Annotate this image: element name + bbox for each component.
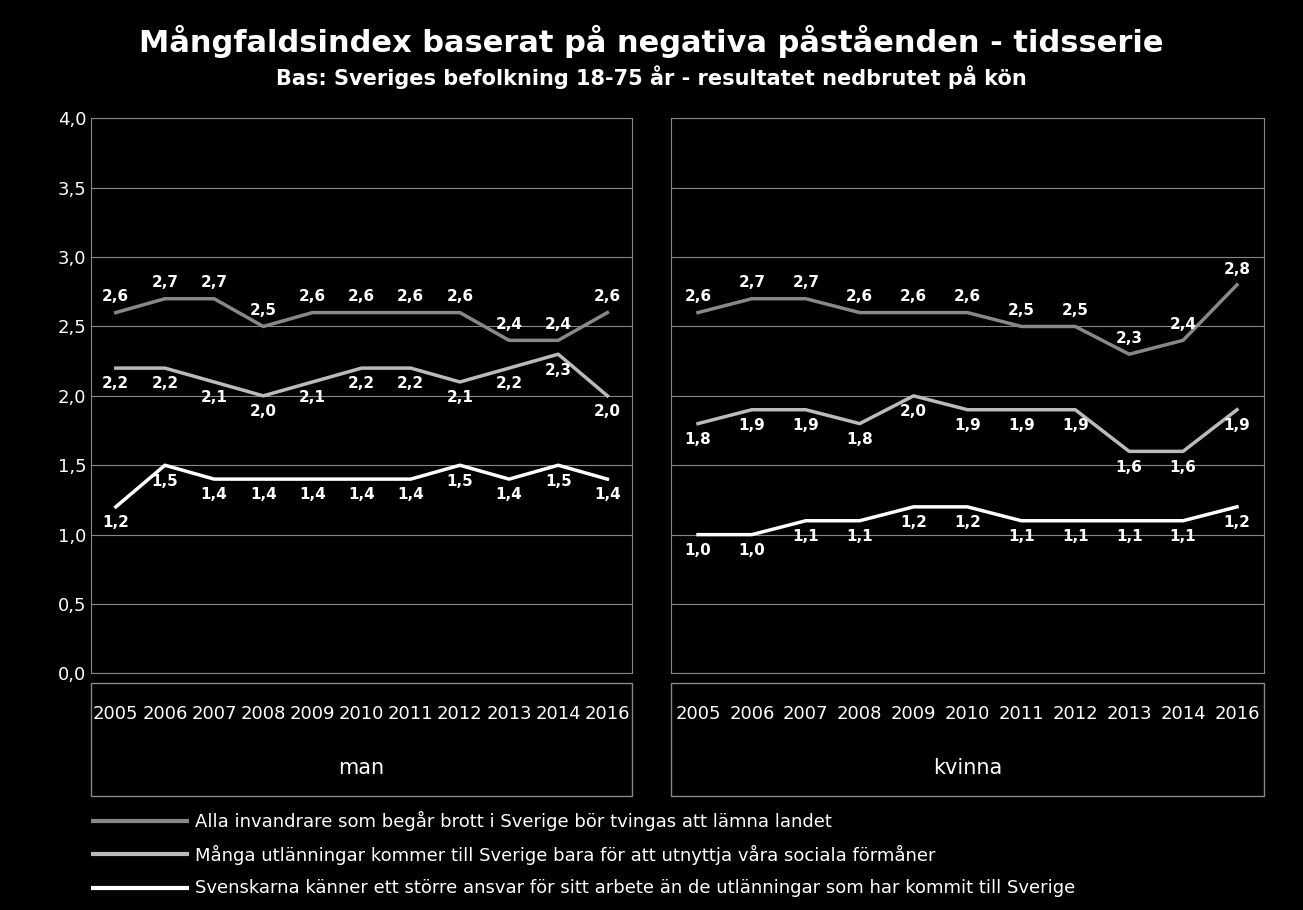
Text: 2,4: 2,4: [545, 317, 572, 332]
Text: Alla invandrare som begår brott i Sverige bör tvingas att lämna landet: Alla invandrare som begår brott i Sverig…: [195, 811, 833, 831]
Text: 2,1: 2,1: [447, 390, 473, 405]
Text: Svenskarna känner ett större ansvar för sitt arbete än de utlänningar som har ko: Svenskarna känner ett större ansvar för …: [195, 879, 1076, 897]
Text: 2,4: 2,4: [1170, 317, 1196, 332]
Text: 2014: 2014: [1160, 705, 1205, 723]
Text: 2005: 2005: [93, 705, 138, 723]
Text: Bas: Sveriges befolkning 18-75 år - resultatet nedbrutet på kön: Bas: Sveriges befolkning 18-75 år - resu…: [276, 66, 1027, 89]
Text: Många utlänningar kommer till Sverige bara för att utnyttja våra sociala förmåne: Många utlänningar kommer till Sverige ba…: [195, 844, 936, 864]
Text: 2,7: 2,7: [151, 276, 179, 290]
Text: 1,0: 1,0: [739, 543, 765, 558]
Text: kvinna: kvinna: [933, 758, 1002, 778]
Text: 1,2: 1,2: [103, 515, 129, 531]
Text: 1,1: 1,1: [792, 529, 820, 544]
Text: 1,5: 1,5: [545, 473, 572, 489]
Text: 2013: 2013: [486, 705, 532, 723]
Text: 2010: 2010: [945, 705, 990, 723]
Text: 2,3: 2,3: [1115, 331, 1143, 346]
Text: 2008: 2008: [837, 705, 882, 723]
Text: 2,3: 2,3: [545, 362, 572, 378]
Text: 2,6: 2,6: [447, 289, 473, 304]
Text: 1,9: 1,9: [1224, 418, 1251, 433]
Text: 1,4: 1,4: [495, 488, 523, 502]
Text: 2,7: 2,7: [739, 276, 765, 290]
Text: 2005: 2005: [675, 705, 721, 723]
Text: 2,6: 2,6: [594, 289, 622, 304]
Text: 1,8: 1,8: [684, 432, 711, 447]
Text: 1,9: 1,9: [1009, 418, 1035, 433]
Text: 2,7: 2,7: [792, 276, 820, 290]
Text: 1,0: 1,0: [684, 543, 711, 558]
Text: 1,4: 1,4: [250, 488, 276, 502]
Text: 2011: 2011: [388, 705, 434, 723]
Text: 1,4: 1,4: [348, 488, 375, 502]
Text: 2016: 2016: [1214, 705, 1260, 723]
Text: 2007: 2007: [192, 705, 237, 723]
Text: 2,6: 2,6: [348, 289, 375, 304]
Text: 2,2: 2,2: [348, 377, 375, 391]
Text: 2,6: 2,6: [684, 289, 711, 304]
Text: 2,5: 2,5: [1062, 303, 1089, 318]
Text: 1,8: 1,8: [847, 432, 873, 447]
Text: 1,1: 1,1: [1009, 529, 1035, 544]
Text: 1,6: 1,6: [1115, 460, 1143, 475]
Text: 2,2: 2,2: [102, 377, 129, 391]
Text: 2,1: 2,1: [201, 390, 228, 405]
Text: 2,6: 2,6: [397, 289, 425, 304]
Text: 2009: 2009: [891, 705, 937, 723]
Text: 2,0: 2,0: [900, 404, 926, 420]
Text: 2,6: 2,6: [102, 289, 129, 304]
Text: 1,1: 1,1: [1115, 529, 1143, 544]
Text: 2012: 2012: [1053, 705, 1098, 723]
Text: 2,5: 2,5: [250, 303, 276, 318]
Text: 1,1: 1,1: [1170, 529, 1196, 544]
Text: 2010: 2010: [339, 705, 384, 723]
Text: 1,9: 1,9: [792, 418, 820, 433]
Text: 2008: 2008: [241, 705, 285, 723]
Text: 2,5: 2,5: [1009, 303, 1035, 318]
Text: 2013: 2013: [1106, 705, 1152, 723]
Text: 1,2: 1,2: [900, 515, 926, 531]
Text: 1,1: 1,1: [847, 529, 873, 544]
Text: 1,6: 1,6: [1170, 460, 1196, 475]
Text: 2,7: 2,7: [201, 276, 228, 290]
Text: 1,9: 1,9: [954, 418, 981, 433]
Text: 2,6: 2,6: [298, 289, 326, 304]
Text: 1,4: 1,4: [300, 488, 326, 502]
Text: 2,2: 2,2: [495, 377, 523, 391]
Text: 2,0: 2,0: [250, 404, 276, 420]
Text: 1,2: 1,2: [954, 515, 981, 531]
Text: 2,0: 2,0: [594, 404, 620, 420]
Text: 2006: 2006: [730, 705, 774, 723]
Text: man: man: [339, 758, 384, 778]
Text: 2006: 2006: [142, 705, 188, 723]
Text: 1,4: 1,4: [397, 488, 423, 502]
Text: 2,4: 2,4: [495, 317, 523, 332]
Text: 2,8: 2,8: [1224, 261, 1251, 277]
Text: 2,6: 2,6: [954, 289, 981, 304]
Text: 2014: 2014: [536, 705, 581, 723]
Text: 1,4: 1,4: [201, 488, 228, 502]
Text: 2011: 2011: [998, 705, 1044, 723]
Text: 1,5: 1,5: [151, 473, 179, 489]
Text: 1,5: 1,5: [447, 473, 473, 489]
Text: 2012: 2012: [437, 705, 482, 723]
Text: 1,1: 1,1: [1062, 529, 1088, 544]
Text: 2,2: 2,2: [151, 377, 179, 391]
Text: 2,6: 2,6: [900, 289, 928, 304]
Text: 1,2: 1,2: [1224, 515, 1251, 531]
Text: 2,2: 2,2: [397, 377, 425, 391]
Text: Mångfaldsindex baserat på negativa påståenden - tidsserie: Mångfaldsindex baserat på negativa påstå…: [139, 25, 1164, 57]
Text: 2,1: 2,1: [298, 390, 326, 405]
Text: 2009: 2009: [289, 705, 335, 723]
Text: 1,4: 1,4: [594, 488, 620, 502]
Text: 2016: 2016: [585, 705, 631, 723]
Text: 1,9: 1,9: [1062, 418, 1088, 433]
Text: 1,9: 1,9: [739, 418, 765, 433]
Text: 2,6: 2,6: [846, 289, 873, 304]
Text: 2007: 2007: [783, 705, 829, 723]
